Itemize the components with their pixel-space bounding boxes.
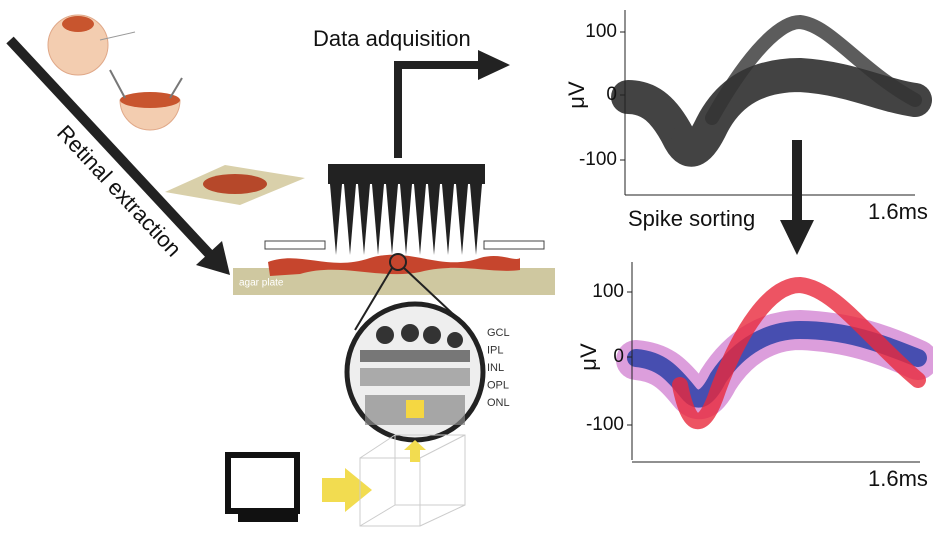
y-tick-label: 100 xyxy=(592,281,624,302)
needle xyxy=(428,184,440,255)
y-axis-label: μV xyxy=(576,343,601,371)
needle xyxy=(386,184,398,255)
needle xyxy=(358,184,370,255)
layer-label: OPL xyxy=(487,379,509,391)
arrowhead xyxy=(478,50,510,80)
needle xyxy=(330,184,342,255)
monitor-screen xyxy=(231,458,294,508)
y-tick-label: 0 xyxy=(606,84,617,105)
y-axis-label: μV xyxy=(564,81,589,109)
acquisition-label: Data adquisition xyxy=(313,26,471,51)
extraction-label: Retinal extraction xyxy=(52,120,186,261)
needle xyxy=(344,184,356,255)
x-axis-label: 1.6ms xyxy=(868,466,928,491)
raw-traces xyxy=(628,22,915,163)
y-tick-label: -100 xyxy=(586,414,624,435)
arrowhead xyxy=(780,220,814,255)
needle xyxy=(372,184,384,255)
layer-label: IPL xyxy=(487,344,504,356)
layer-label: ONL xyxy=(487,397,510,409)
electrode-array xyxy=(328,164,485,255)
agar-label: agar plate xyxy=(239,278,284,289)
y-tick-label: -100 xyxy=(579,149,617,170)
y-tick-label: 100 xyxy=(585,21,617,42)
needle xyxy=(470,184,482,255)
acquisition-arrow xyxy=(398,65,480,158)
y-tick-label: 0 xyxy=(613,346,624,367)
layer-label: GCL xyxy=(487,327,510,339)
sorted-traces xyxy=(636,285,918,421)
sorting-label: Spike sorting xyxy=(628,206,755,231)
eye-illustrations xyxy=(48,15,305,205)
needle xyxy=(442,184,454,255)
layer-label: INL xyxy=(487,362,504,374)
yellow-arrow xyxy=(322,468,372,512)
support xyxy=(484,241,544,249)
figure: Retinal extraction agar plate Data adqui… xyxy=(0,0,933,534)
yellow-arrow xyxy=(404,440,426,462)
needle xyxy=(456,184,468,255)
support xyxy=(265,241,325,249)
needle xyxy=(414,184,426,255)
x-axis-label: 1.6ms xyxy=(868,199,928,224)
needle xyxy=(400,184,412,255)
monitor-stand xyxy=(238,514,298,522)
